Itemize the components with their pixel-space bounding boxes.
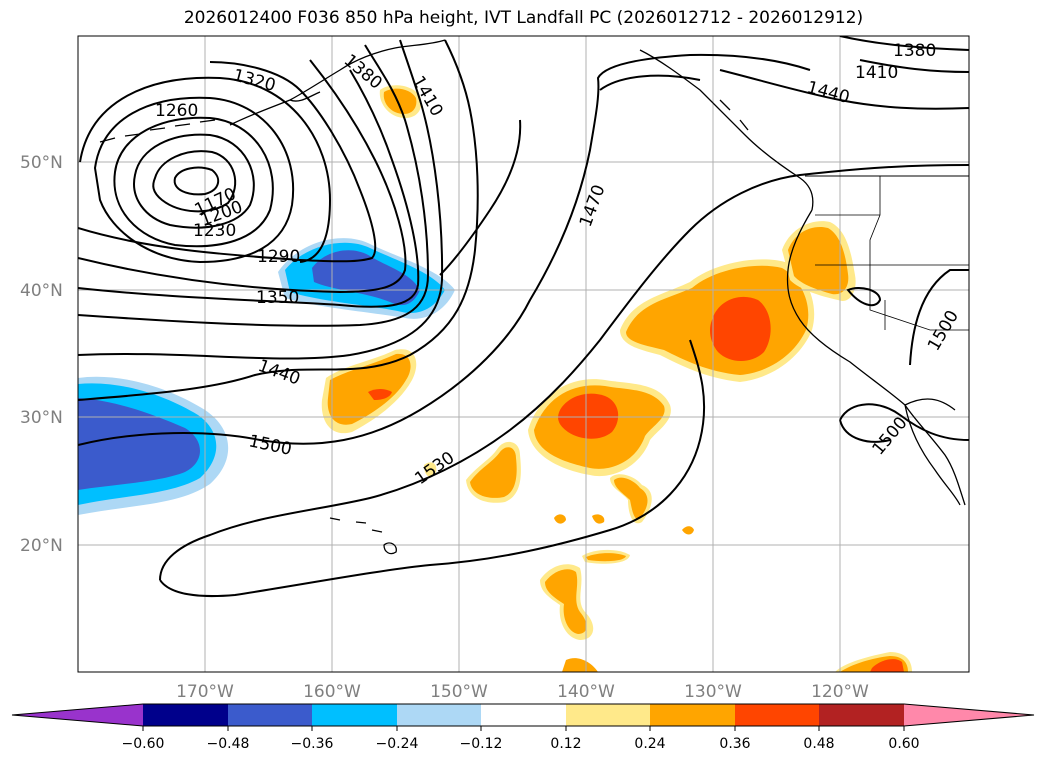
contour-1440 <box>78 39 479 401</box>
colorbar-segment <box>312 704 397 726</box>
contour-1170 <box>152 150 237 213</box>
colorbar-segment <box>481 704 566 726</box>
colorbar-segment <box>650 704 735 726</box>
colorbar-segment <box>143 704 228 726</box>
lon-label-130w: 130°W <box>684 682 742 702</box>
positive-region-c-core <box>710 296 771 361</box>
aleutian-islands <box>99 119 216 143</box>
contour-1350 <box>78 69 420 308</box>
latitude-labels: 50°N 40°N 30°N 20°N <box>20 153 63 556</box>
contour-1200 <box>133 133 255 229</box>
colorbar-tick-label: 0.60 <box>888 736 919 752</box>
hawaii-islands <box>329 517 397 555</box>
positive-region-tiny-3 <box>554 514 566 524</box>
map-frame <box>77 35 970 673</box>
positive-region-tiny-1 <box>424 462 437 477</box>
map-background <box>78 36 969 672</box>
lon-label-170w: 170°W <box>176 682 234 702</box>
contour-1410 <box>78 39 444 360</box>
positive-region-north-mid <box>383 88 417 114</box>
colorbar-tick-label: 0.24 <box>634 736 665 752</box>
colorbar-segment <box>819 704 904 726</box>
contour-label-1290: 1290 <box>257 247 300 267</box>
colorbar-extend-high <box>904 704 1034 726</box>
contour-low-core <box>173 166 220 196</box>
us-west-coast <box>786 209 966 506</box>
colorbar-segment <box>228 704 312 726</box>
lat-label-30n: 30°N <box>20 408 63 428</box>
positive-region-g-mid <box>614 477 648 519</box>
colorbar-tick-label: 0.48 <box>803 736 834 752</box>
contour-1500-east <box>846 287 882 307</box>
contour-1380 <box>78 44 430 327</box>
graticule <box>78 36 969 672</box>
colorbar-tick-label: −0.48 <box>207 736 250 752</box>
colorbar-tick-label: −0.12 <box>460 736 503 752</box>
contour-label-1410-b: 1410 <box>855 63 898 83</box>
contour-1290-ring <box>79 76 332 263</box>
contour-1500 <box>78 53 811 446</box>
contour-1230 <box>113 116 274 248</box>
lon-label-120w: 120°W <box>811 682 869 702</box>
state-border-1 <box>869 176 969 266</box>
colorbar-segment <box>566 704 650 726</box>
contour-label-1230: 1230 <box>193 221 236 241</box>
contour-1530-south <box>159 339 706 598</box>
baja-coast <box>904 404 961 506</box>
negative-region-central-core <box>312 250 420 306</box>
positive-region-a-mid <box>327 353 411 425</box>
contour-1500-se <box>839 403 969 443</box>
contour-1470 <box>439 119 522 276</box>
longitude-labels: 170°W 160°W 150°W 140°W 130°W 120°W <box>176 682 869 702</box>
positive-region-tiny-4 <box>592 514 605 524</box>
lon-label-160w: 160°W <box>303 682 361 702</box>
positive-region-j-core <box>870 659 904 672</box>
coastlines <box>99 39 969 555</box>
colorbar-tick-label: −0.24 <box>376 736 419 752</box>
negative-region-west-core <box>78 398 200 490</box>
state-border-3 <box>815 264 969 331</box>
contour-label-1380-b: 1380 <box>893 41 936 61</box>
colorbar-tick-label: −0.60 <box>122 736 165 752</box>
bc-alaska-panhandle <box>639 49 814 211</box>
positive-region-d-mid <box>788 226 849 295</box>
contour-1500-east-2 <box>909 269 969 366</box>
colorbar-extend-low <box>12 704 143 726</box>
contour-1290 <box>78 61 377 263</box>
positive-region-tiny-2 <box>682 526 694 535</box>
positive-region-f-mid <box>545 569 587 634</box>
colorbar-segment <box>397 704 481 726</box>
positive-region-b-core <box>558 393 619 439</box>
height-contours <box>78 36 969 598</box>
contour-label-1260: 1260 <box>155 101 198 121</box>
lat-label-20n: 20°N <box>20 536 63 556</box>
lon-label-140w: 140°W <box>557 682 615 702</box>
positive-region-i <box>562 658 598 672</box>
contour-1260 <box>93 96 295 264</box>
contour-1320 <box>78 59 407 294</box>
positive-region-h-mid <box>586 553 626 562</box>
contour-top-right <box>719 36 969 110</box>
lon-label-150w: 150°W <box>430 682 488 702</box>
contour-1530 <box>159 164 969 581</box>
map-title: 2026012400 F036 850 hPa height, IVT Land… <box>183 8 864 28</box>
colorbar-segment <box>735 704 819 726</box>
colorbar-tick-label: −0.36 <box>291 736 334 752</box>
alaska-coastline <box>229 39 446 126</box>
lat-label-50n: 50°N <box>20 153 63 173</box>
colorbar-tick-label: 0.36 <box>719 736 750 752</box>
colorbar: −0.60 −0.48 −0.36 −0.24 −0.12 0.12 0.24 0.36 0.4… <box>11 703 1035 752</box>
lat-label-40n: 40°N <box>20 281 63 301</box>
gulf-california <box>904 398 956 411</box>
contour-trough-nw <box>599 74 701 91</box>
positive-region-e-mid <box>470 447 517 498</box>
positive-region-a-core <box>368 389 392 400</box>
contour-label-1350: 1350 <box>256 288 299 308</box>
colorbar-tick-label: 0.12 <box>550 736 581 752</box>
